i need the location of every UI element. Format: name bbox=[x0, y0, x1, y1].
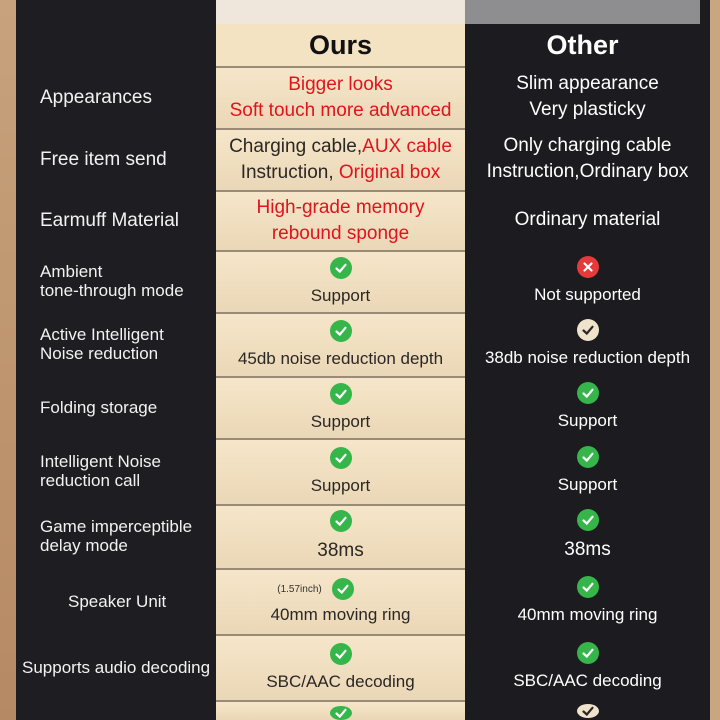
ours-cell: Charging cable,AUX cable Instruction, Or… bbox=[216, 128, 465, 190]
gold-frame-left bbox=[0, 0, 16, 720]
check-icon bbox=[576, 446, 599, 468]
ours-cell: 45db noise reduction depth bbox=[216, 312, 465, 376]
other-header: Other bbox=[546, 29, 619, 60]
other-text: Instruction,Ordinary box bbox=[486, 161, 689, 182]
row-label: Ambient tone-through mode bbox=[40, 262, 184, 300]
other-cell: Slim appearance Very plasticky bbox=[465, 66, 710, 128]
ours-product-image bbox=[216, 0, 465, 24]
other-text: 40mm moving ring bbox=[517, 605, 658, 624]
other-cell: 40mm moving ring bbox=[465, 568, 710, 634]
other-cell: Support bbox=[465, 376, 710, 438]
other-cell: Not supported bbox=[465, 250, 710, 312]
gold-frame-right bbox=[710, 0, 720, 720]
ours-text: Instruction, Original box bbox=[240, 162, 441, 183]
ours-icon-row: (1.57inch) bbox=[277, 578, 403, 600]
row-label: Intelligent Noise reduction call bbox=[40, 452, 161, 490]
row-free-item: Free item send Charging cable,AUX cable … bbox=[16, 128, 710, 190]
ours-cell: 38ms bbox=[216, 504, 465, 568]
row-speaker-unit: Speaker Unit (1.57inch) 40mm moving ring… bbox=[16, 568, 710, 634]
other-cell: Ordinary material bbox=[465, 190, 710, 250]
ours-text: 38ms bbox=[317, 540, 364, 561]
row-label: Active Intelligent Noise reduction bbox=[40, 325, 164, 363]
other-text: Not supported bbox=[534, 285, 641, 304]
ours-text: 45db noise reduction depth bbox=[237, 349, 444, 368]
ours-text: Support bbox=[310, 286, 371, 305]
row-ambient: Ambient tone-through mode Support Not su… bbox=[16, 250, 710, 312]
row-label: Speaker Unit bbox=[68, 591, 167, 611]
other-cell: Only charging cable Instruction,Ordinary… bbox=[465, 128, 710, 190]
ours-text: High-grade memory bbox=[256, 197, 425, 218]
ours-cell bbox=[216, 700, 465, 720]
check-icon bbox=[329, 510, 352, 532]
check-icon bbox=[576, 576, 599, 598]
other-text: Support bbox=[557, 411, 618, 430]
other-cell: 38ms bbox=[465, 504, 710, 568]
row-earmuff: Earmuff Material High-grade memory rebou… bbox=[16, 190, 710, 250]
ours-cell: Support bbox=[216, 250, 465, 312]
check-icon bbox=[331, 578, 354, 600]
ours-text: Bigger looks bbox=[288, 74, 393, 95]
check-icon bbox=[576, 319, 599, 341]
check-icon bbox=[576, 382, 599, 404]
other-text: Ordinary material bbox=[514, 209, 661, 230]
ours-header: Ours bbox=[216, 24, 465, 66]
other-text: Only charging cable bbox=[503, 135, 672, 156]
row-audio-decoding: Supports audio decoding SBC/AAC decoding… bbox=[16, 634, 710, 700]
row-noise-call: Intelligent Noise reduction call Support… bbox=[16, 438, 710, 504]
row-label: Earmuff Material bbox=[40, 209, 180, 231]
ours-text: Support bbox=[310, 412, 371, 431]
ours-text: Support bbox=[310, 476, 371, 495]
row-label: Folding storage bbox=[40, 397, 158, 417]
other-cell: SBC/AAC decoding bbox=[465, 634, 710, 700]
ours-text: Charging cable,AUX cable bbox=[229, 136, 452, 157]
row-label: Game imperceptible delay mode bbox=[40, 517, 193, 555]
ours-text: 40mm moving ring bbox=[270, 605, 411, 624]
ours-cell: SBC/AAC decoding bbox=[216, 634, 465, 700]
other-text: Very plasticky bbox=[529, 99, 646, 120]
check-icon bbox=[329, 706, 352, 720]
ours-cell: (1.57inch) 40mm moving ring bbox=[216, 568, 465, 634]
row-game-delay: Game imperceptible delay mode 38ms 38ms bbox=[16, 504, 710, 568]
row-label: Free item send bbox=[40, 148, 167, 170]
row-partial bbox=[16, 700, 710, 720]
ours-cell: High-grade memory rebound sponge bbox=[216, 190, 465, 250]
row-label: Supports audio decoding bbox=[22, 657, 211, 677]
other-cell: 38db noise reduction depth bbox=[465, 312, 710, 376]
other-cell: Support bbox=[465, 438, 710, 504]
row-noise-reduction: Active Intelligent Noise reduction 45db … bbox=[16, 312, 710, 376]
other-column-bg bbox=[465, 0, 710, 720]
check-icon bbox=[329, 447, 352, 469]
other-text: 38db noise reduction depth bbox=[484, 348, 691, 367]
ours-cell: Bigger looks Soft touch more advanced bbox=[216, 66, 465, 128]
row-appearances: Appearances Bigger looks Soft touch more… bbox=[16, 66, 710, 128]
other-text: Support bbox=[557, 475, 618, 494]
ours-cell: Support bbox=[216, 376, 465, 438]
ours-text: SBC/AAC decoding bbox=[266, 672, 415, 691]
ours-cell: Support bbox=[216, 438, 465, 504]
check-icon bbox=[329, 320, 352, 342]
other-text: 38ms bbox=[564, 539, 611, 560]
ours-text: rebound sponge bbox=[271, 223, 410, 244]
inch-note: (1.57inch) bbox=[277, 583, 322, 595]
check-icon bbox=[329, 257, 352, 279]
other-product-image bbox=[465, 0, 700, 24]
check-icon bbox=[576, 704, 599, 718]
check-icon bbox=[329, 383, 352, 405]
check-icon bbox=[576, 642, 599, 664]
other-text: Slim appearance bbox=[516, 73, 659, 94]
row-folding: Folding storage Support Support bbox=[16, 376, 710, 438]
other-text: SBC/AAC decoding bbox=[513, 671, 662, 690]
cross-icon bbox=[576, 256, 599, 278]
check-icon bbox=[576, 509, 599, 531]
other-cell bbox=[465, 700, 710, 720]
row-label: Appearances bbox=[40, 86, 152, 108]
ours-text: Soft touch more advanced bbox=[229, 100, 452, 121]
check-icon bbox=[329, 643, 352, 665]
